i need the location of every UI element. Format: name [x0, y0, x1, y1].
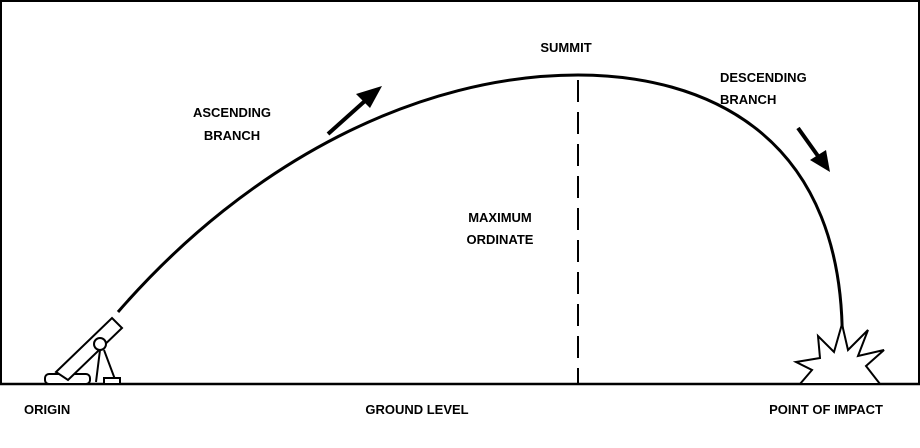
frame — [0, 0, 920, 385]
ascending-arrow — [326, 86, 382, 136]
descending-label: DESCENDING — [720, 70, 807, 85]
trajectory — [116, 73, 844, 357]
origin-label: ORIGIN — [24, 402, 70, 417]
impact-burst — [792, 323, 885, 385]
descending-arrow — [796, 126, 830, 172]
mortar — [44, 316, 124, 385]
maximum-ordinate-label: MAXIMUM — [468, 210, 532, 225]
ascending-label: ASCENDING — [193, 105, 271, 120]
summit-label: SUMMIT — [540, 40, 591, 55]
maximum-ordinate-label: ORDINATE — [467, 232, 534, 247]
descending-label: BRANCH — [720, 92, 776, 107]
ground-level-label: GROUND LEVEL — [365, 402, 468, 417]
point-of-impact-label: POINT OF IMPACT — [769, 402, 883, 417]
ascending-label: BRANCH — [204, 128, 260, 143]
